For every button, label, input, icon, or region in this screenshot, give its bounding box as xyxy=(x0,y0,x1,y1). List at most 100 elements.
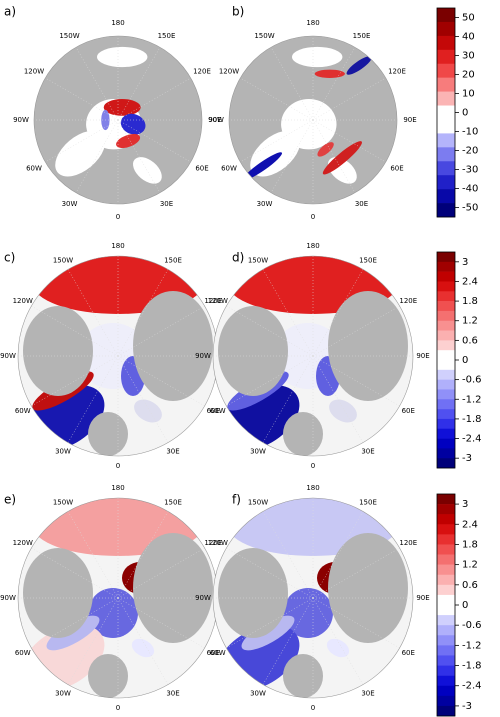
colorbar-tick-label: -0.6 xyxy=(462,620,482,631)
land xyxy=(328,291,408,401)
map-field xyxy=(213,256,413,456)
colorbar-band xyxy=(437,615,455,626)
field-region xyxy=(97,46,148,68)
colorbar-band xyxy=(437,21,455,37)
longitude-label: 60E xyxy=(207,649,220,657)
colorbar-band xyxy=(437,35,455,51)
field-region xyxy=(329,399,357,423)
panel-label: d) xyxy=(232,251,244,265)
field-region xyxy=(292,46,343,68)
colorbar: 50 40 30 20 10 0 -10 -20 -30 -40 -50 xyxy=(436,7,478,218)
colorbar-tick-label: 1.8 xyxy=(462,539,478,550)
colorbar-band xyxy=(437,8,455,23)
meridian xyxy=(117,119,191,163)
colorbar-band xyxy=(437,389,455,400)
colorbar-band xyxy=(437,544,455,555)
colorbar-tick-label: 1.2 xyxy=(462,560,478,571)
longitude-label: 60E xyxy=(402,407,415,415)
field-region xyxy=(55,130,106,177)
longitude-label: 0 xyxy=(311,462,315,470)
colorbar-tick-label: 2.4 xyxy=(462,519,478,530)
colorbar-band xyxy=(437,705,455,717)
colorbar: 3 2.4 1.8 1.2 0.6 0 -0.6 -1.2 -1.8 -2.4 -3 xyxy=(436,493,482,717)
longitude-label: 60W xyxy=(210,649,226,657)
colorbar-band xyxy=(437,665,455,676)
colorbar-band xyxy=(437,189,455,204)
colorbar-tick-label: 0 xyxy=(462,600,468,611)
longitude-label: 60W xyxy=(210,407,226,415)
colorbar-band xyxy=(437,350,455,361)
longitude-label: 120E xyxy=(399,539,417,547)
panel-label: c) xyxy=(4,251,15,265)
colorbar-tick-label: 1.8 xyxy=(462,296,478,307)
longitude-label: 150E xyxy=(353,32,371,40)
colorbar-tick-label: 40 xyxy=(462,32,475,43)
longitude-label: 30E xyxy=(355,200,368,208)
map-panel: f) 180 150E 120E 90E 60E 30E 0 30W 60W 90W 120W 150W xyxy=(195,484,430,712)
longitude-label: 30E xyxy=(361,447,374,455)
colorbar-tick-label: 0 xyxy=(462,108,468,119)
land xyxy=(133,291,213,401)
field-region xyxy=(88,588,138,638)
longitude-label: 150E xyxy=(164,499,182,507)
colorbar-band xyxy=(437,63,455,78)
longitude-label: 150W xyxy=(248,257,268,265)
colorbar-tick-label: -2.4 xyxy=(462,434,482,445)
longitude-label: 60E xyxy=(402,649,415,657)
field-region xyxy=(103,99,141,116)
map-panel: a) 180 150E 120E 90E 60E 30E 0 30W 60W 90W 120W 150W xyxy=(4,5,222,222)
field-region xyxy=(346,56,372,75)
colorbar-band xyxy=(437,340,455,351)
longitude-label: 120E xyxy=(399,297,417,305)
longitude-label: 30W xyxy=(257,200,273,208)
colorbar-band xyxy=(437,514,455,525)
colorbar-band xyxy=(437,448,455,459)
colorbar-band xyxy=(437,438,455,449)
meridian xyxy=(75,119,119,193)
colorbar-band xyxy=(437,301,455,312)
land xyxy=(88,654,128,698)
map-border xyxy=(212,497,414,699)
meridian xyxy=(240,77,314,121)
land xyxy=(133,533,213,643)
colorbar-band xyxy=(437,685,455,697)
longitude-label: 150E xyxy=(359,257,377,265)
field-region xyxy=(131,638,155,658)
longitude-label: 150E xyxy=(359,499,377,507)
colorbar-band xyxy=(437,584,455,596)
colorbar-band xyxy=(437,594,455,606)
longitude-label: 90W xyxy=(0,352,16,360)
meridian xyxy=(117,77,191,121)
land xyxy=(23,548,93,638)
longitude-label: 120W xyxy=(208,539,228,547)
colorbar-band xyxy=(437,271,455,282)
colorbar-band xyxy=(437,675,455,687)
colorbar-tick-label: 0.6 xyxy=(462,580,478,591)
colorbar-band xyxy=(437,574,455,586)
colorbar-band xyxy=(437,554,455,565)
longitude-label: 60E xyxy=(390,165,403,173)
land xyxy=(283,412,323,456)
longitude-label: 60E xyxy=(195,165,208,173)
longitude-label: 180 xyxy=(111,242,124,250)
longitude-label: 30W xyxy=(250,689,266,697)
colorbar-band xyxy=(437,133,455,148)
longitude-label: 120W xyxy=(219,68,239,76)
map-field xyxy=(34,36,202,204)
map-field xyxy=(18,498,218,698)
longitude-label: 180 xyxy=(111,484,124,492)
land xyxy=(88,412,128,456)
longitude-label: 90W xyxy=(208,116,224,124)
colorbar-tick-label: -50 xyxy=(462,203,478,214)
longitude-label: 150W xyxy=(248,499,268,507)
longitude-label: 90W xyxy=(0,594,16,602)
colorbar-band xyxy=(437,645,455,656)
map-panel: b) 180 150E 120E 90E 60E 30E 0 30W 60W 90W 120W 150W xyxy=(208,5,417,222)
colorbar-band xyxy=(437,175,455,190)
longitude-label: 180 xyxy=(306,484,319,492)
longitude-label: 180 xyxy=(306,19,319,27)
colorbar-band xyxy=(437,330,455,341)
colorbar-band xyxy=(437,504,455,515)
colorbar-tick-label: 2.4 xyxy=(462,276,478,287)
colorbar-tick-label: -3 xyxy=(462,453,472,464)
